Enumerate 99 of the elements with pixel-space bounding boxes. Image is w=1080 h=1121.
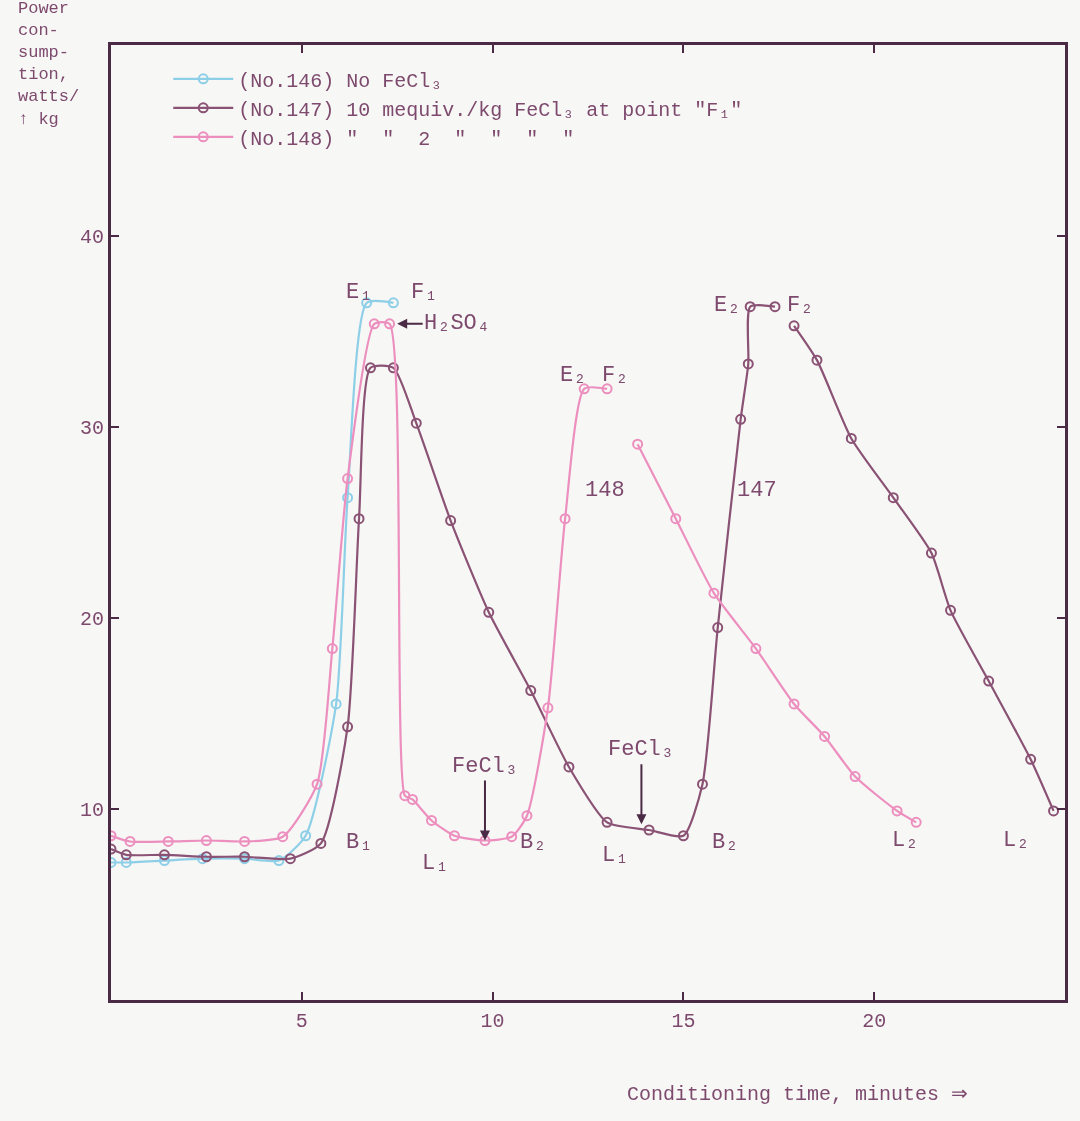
point: [788, 320, 800, 332]
point: [910, 816, 922, 828]
annotation: F₂: [602, 363, 629, 388]
point: [406, 793, 418, 805]
point: [330, 698, 342, 710]
point: [677, 830, 689, 842]
point: [925, 547, 937, 559]
point: [578, 383, 590, 395]
point: [315, 837, 327, 849]
annotation: 148: [585, 478, 625, 503]
point: [769, 301, 781, 313]
annotation: E₂: [560, 363, 587, 388]
point: [1048, 805, 1060, 817]
y-axis-title: Power con- sump- tion, watts/ ↑ kg: [18, 0, 80, 129]
x-tick-label: 10: [480, 1010, 505, 1033]
point: [788, 698, 800, 710]
point: [124, 835, 136, 847]
point: [200, 835, 212, 847]
point: [120, 856, 132, 868]
point: [300, 830, 312, 842]
point: [601, 816, 613, 828]
point: [342, 721, 354, 733]
point: [364, 362, 376, 374]
point: [353, 513, 365, 525]
annotation: L₂: [892, 828, 919, 853]
point: [410, 417, 422, 429]
point: [120, 849, 132, 861]
point: [696, 778, 708, 790]
legend-label: (No.146) No FeCl₃: [238, 69, 443, 93]
point: [559, 513, 571, 525]
point: [277, 831, 289, 843]
annotation: FeCl₃: [452, 754, 519, 779]
point: [368, 318, 380, 330]
x-tick-label: 20: [862, 1010, 887, 1033]
point: [387, 362, 399, 374]
point: [811, 354, 823, 366]
point: [521, 810, 533, 822]
point: [158, 849, 170, 861]
x-tick-label: 5: [295, 1010, 308, 1033]
point: [887, 492, 899, 504]
legend-label: (No.147) 10 mequiv./kg FeCl₃ at point "F₁": [238, 98, 743, 122]
point: [479, 835, 491, 847]
point: [445, 515, 457, 527]
annotation: B₁: [346, 830, 373, 855]
point: [506, 831, 518, 843]
point: [601, 383, 613, 395]
annotation: B₂: [520, 830, 547, 855]
annotation: F₂: [787, 293, 814, 318]
point: [326, 643, 338, 655]
annotation: F₁: [411, 280, 438, 305]
point: [542, 702, 554, 714]
point: [426, 814, 438, 826]
point: [563, 761, 575, 773]
point: [311, 778, 323, 790]
y-tick-label: 30: [79, 417, 104, 440]
point: [384, 318, 396, 330]
annotation: FeCl₃: [608, 737, 675, 762]
point: [983, 675, 995, 687]
annotation: E₁: [346, 280, 373, 305]
y-tick-label: 40: [79, 226, 104, 249]
annotation: L₁: [422, 851, 449, 876]
point: [387, 297, 399, 309]
annotation: 147: [737, 478, 777, 503]
point: [735, 413, 747, 425]
point: [742, 358, 754, 370]
point: [945, 604, 957, 616]
point: [239, 835, 251, 847]
annotation: L₁: [602, 843, 629, 868]
point: [670, 513, 682, 525]
point: [162, 835, 174, 847]
point: [158, 855, 170, 867]
point: [643, 824, 655, 836]
point: [708, 587, 720, 599]
point: [744, 301, 756, 313]
point: [448, 830, 460, 842]
point: [1025, 753, 1037, 765]
point: [284, 853, 296, 865]
y-tick-label: 10: [79, 799, 104, 822]
y-tick-label: 20: [79, 608, 104, 631]
point: [750, 643, 762, 655]
annotation: E₂: [714, 293, 741, 318]
point: [399, 790, 411, 802]
legend-label: (No.148) " " 2 " " " ": [238, 127, 575, 151]
annotation: B₂: [712, 830, 739, 855]
point: [819, 730, 831, 742]
x-axis-title: Conditioning time, minutes ⇒: [627, 1083, 969, 1106]
annotation: H₂SO₄: [424, 311, 491, 336]
point: [273, 855, 285, 867]
x-tick-label: 15: [671, 1010, 696, 1033]
point: [891, 805, 903, 817]
point: [342, 492, 354, 504]
point: [632, 438, 644, 450]
point: [845, 432, 857, 444]
point: [525, 685, 537, 697]
annotation: L₂: [1003, 828, 1030, 853]
point: [712, 622, 724, 634]
point: [849, 771, 861, 783]
point: [342, 473, 354, 485]
point: [483, 606, 495, 618]
